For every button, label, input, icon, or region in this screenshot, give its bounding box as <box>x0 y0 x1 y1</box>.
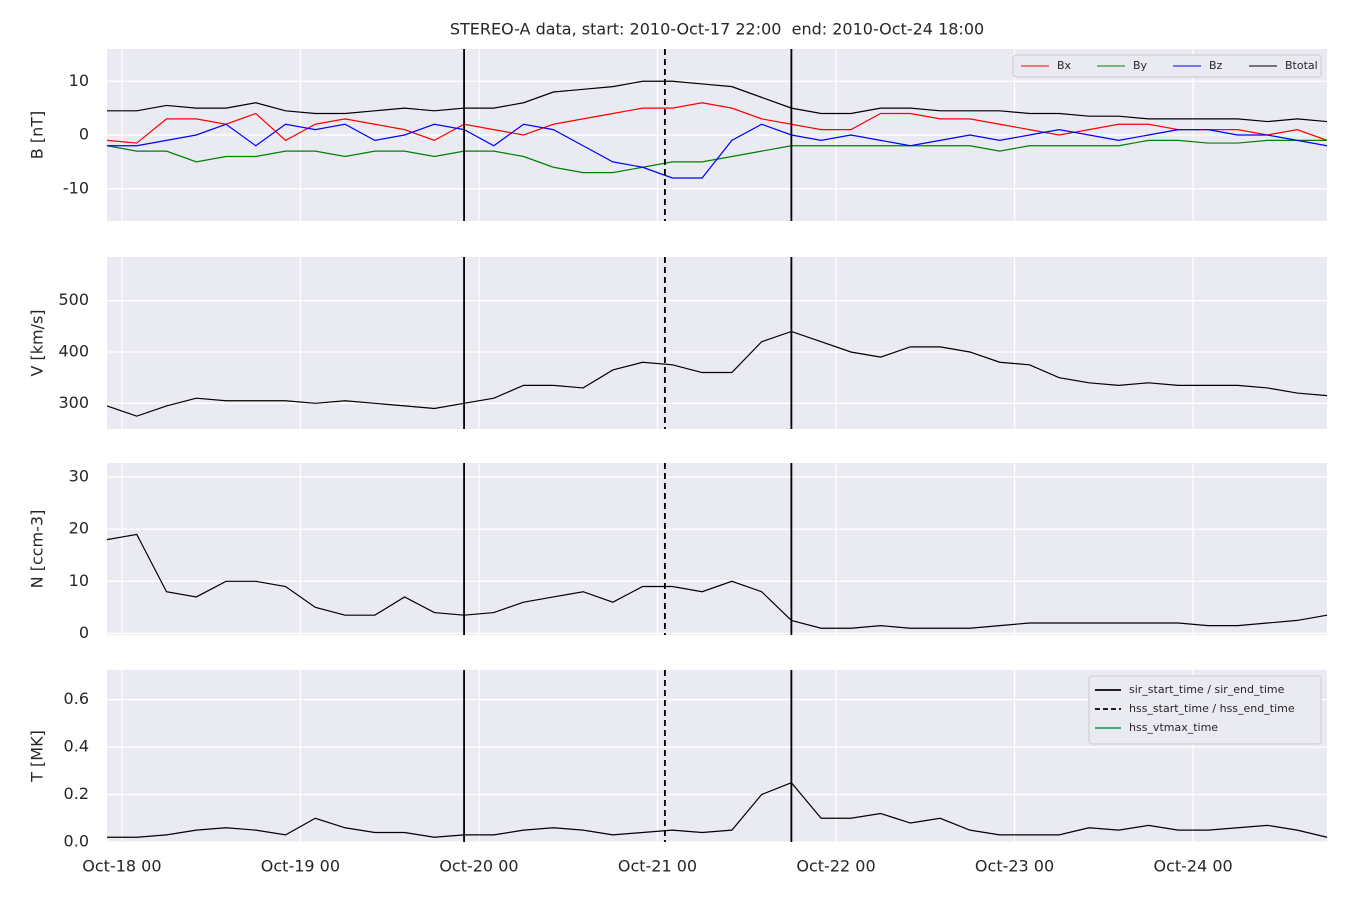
legend-label: Bz <box>1209 59 1223 72</box>
data-line <box>107 80 1328 123</box>
y-tick-label: 0.0 <box>64 832 89 851</box>
legend-label: hss_vtmax_time <box>1129 721 1218 734</box>
x-tick-label: Oct-23 00 <box>975 857 1054 876</box>
y-tick-label: 10 <box>69 71 89 90</box>
x-tick-label: Oct-18 00 <box>82 857 161 876</box>
y-axis-label: V [km/s] <box>28 309 47 376</box>
data-line <box>106 533 1328 629</box>
plot-area <box>107 257 1327 429</box>
legend-label: Bx <box>1057 59 1072 72</box>
y-tick-label: 10 <box>69 571 89 590</box>
y-tick-label: 0.4 <box>64 737 89 756</box>
legend-label: By <box>1133 59 1148 72</box>
legend-label: Btotal <box>1285 59 1318 72</box>
y-tick-label: 0 <box>79 125 89 144</box>
y-tick-label: 30 <box>69 467 89 486</box>
x-tick-label: Oct-21 00 <box>618 857 697 876</box>
y-tick-label: 300 <box>58 393 89 412</box>
x-tick-label: Oct-24 00 <box>1153 857 1232 876</box>
x-tick-label: Oct-19 00 <box>261 857 340 876</box>
plot-area <box>107 463 1327 635</box>
y-tick-label: 0 <box>79 623 89 642</box>
y-tick-label: 0.2 <box>64 784 89 803</box>
legend-label: hss_start_time / hss_end_time <box>1129 702 1295 715</box>
data-line <box>107 123 1328 179</box>
y-tick-label: -10 <box>63 178 89 197</box>
legend-box <box>1012 54 1322 78</box>
y-tick-label: 400 <box>58 341 89 360</box>
y-tick-label: 20 <box>69 519 89 538</box>
y-axis-label: T [MK] <box>28 730 47 783</box>
y-tick-label: 500 <box>58 290 89 309</box>
y-axis-label: N [ccm-3] <box>28 510 47 589</box>
data-line <box>106 102 1328 144</box>
legend-label: sir_start_time / sir_end_time <box>1129 683 1285 696</box>
legend-box <box>1088 675 1322 745</box>
y-axis-label: B [nT] <box>28 111 47 159</box>
data-line <box>106 330 1328 417</box>
y-tick-label: 0.6 <box>64 689 89 708</box>
x-tick-label: Oct-20 00 <box>439 857 518 876</box>
x-tick-label: Oct-22 00 <box>796 857 875 876</box>
chart-title: STEREO-A data, start: 2010-Oct-17 22:00 … <box>450 20 984 39</box>
data-line <box>107 781 1328 838</box>
